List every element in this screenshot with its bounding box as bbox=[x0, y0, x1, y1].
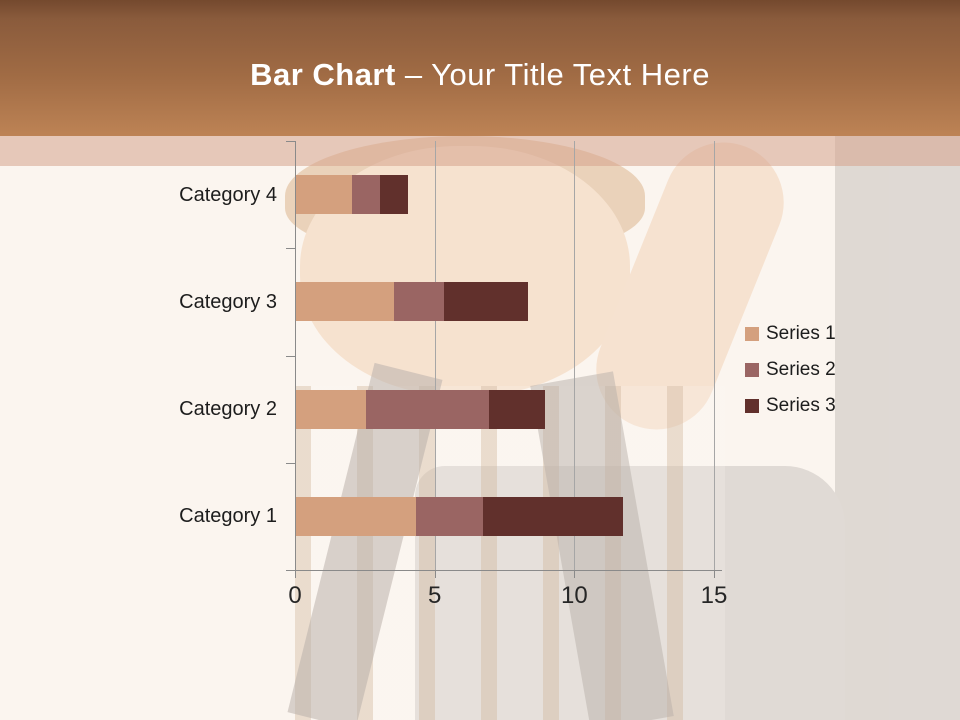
bar-row bbox=[296, 175, 408, 215]
legend-item: Series 2 bbox=[745, 359, 836, 381]
chart-gridline bbox=[574, 141, 576, 570]
x-tick-label: 10 bbox=[560, 582, 588, 609]
bar-segment-series-2 bbox=[365, 389, 489, 429]
slide-title[interactable]: Bar Chart – Your Title Text Here bbox=[250, 43, 710, 93]
bar-segment-series-2 bbox=[393, 282, 445, 322]
category-axis-tick bbox=[286, 462, 295, 464]
legend-swatch-icon bbox=[745, 363, 759, 377]
value-axis-tick bbox=[295, 570, 296, 578]
category-axis bbox=[295, 141, 296, 578]
chart-gridline bbox=[714, 141, 715, 570]
category-label: Category 3 bbox=[179, 290, 277, 313]
value-axis-tick bbox=[434, 570, 436, 578]
bar-row bbox=[296, 389, 545, 429]
bar-row bbox=[296, 282, 528, 322]
photo-plaid-shirt bbox=[295, 386, 725, 720]
bar-segment-series-2 bbox=[351, 175, 380, 215]
chart-legend: Series 1 Series 2 Series 3 bbox=[745, 323, 836, 431]
bar-row bbox=[296, 496, 623, 536]
value-axis-tick bbox=[714, 570, 715, 578]
legend-swatch-icon bbox=[745, 399, 759, 413]
bar-segment-series-1 bbox=[296, 389, 366, 429]
slide-title-bold: Bar Chart bbox=[250, 57, 396, 92]
chart-gridline bbox=[434, 141, 436, 570]
bar-segment-series-2 bbox=[416, 496, 484, 536]
x-tick-label: 15 bbox=[700, 582, 728, 609]
x-tick-label: 0 bbox=[288, 582, 302, 609]
legend-swatch-icon bbox=[745, 327, 759, 341]
legend-item: Series 3 bbox=[745, 395, 836, 417]
legend-label: Series 3 bbox=[766, 395, 836, 416]
value-axis-tick bbox=[574, 570, 576, 578]
bar-segment-series-3 bbox=[488, 389, 545, 429]
legend-label: Series 1 bbox=[766, 323, 836, 344]
category-axis-tick bbox=[286, 141, 295, 142]
category-label: Category 2 bbox=[179, 398, 277, 421]
value-axis bbox=[286, 570, 722, 571]
category-axis-tick bbox=[286, 355, 295, 357]
slide-title-rest: – Your Title Text Here bbox=[404, 57, 710, 92]
x-tick-label: 5 bbox=[427, 582, 442, 609]
pink-accent-band bbox=[0, 136, 960, 166]
photo-backdrop-right bbox=[835, 136, 960, 720]
bar-segment-series-1 bbox=[296, 282, 394, 322]
header-banner: Bar Chart – Your Title Text Here bbox=[0, 0, 960, 136]
bar-segment-series-3 bbox=[483, 496, 623, 536]
category-label: Category 1 bbox=[179, 505, 277, 528]
category-axis-tick bbox=[286, 248, 295, 250]
bar-segment-series-1 bbox=[296, 175, 352, 215]
legend-item: Series 1 bbox=[745, 323, 836, 345]
bar-segment-series-1 bbox=[296, 496, 417, 536]
bar-segment-series-3 bbox=[379, 175, 408, 215]
bar-segment-series-3 bbox=[444, 282, 528, 322]
legend-label: Series 2 bbox=[766, 359, 836, 380]
category-label: Category 4 bbox=[179, 183, 277, 206]
